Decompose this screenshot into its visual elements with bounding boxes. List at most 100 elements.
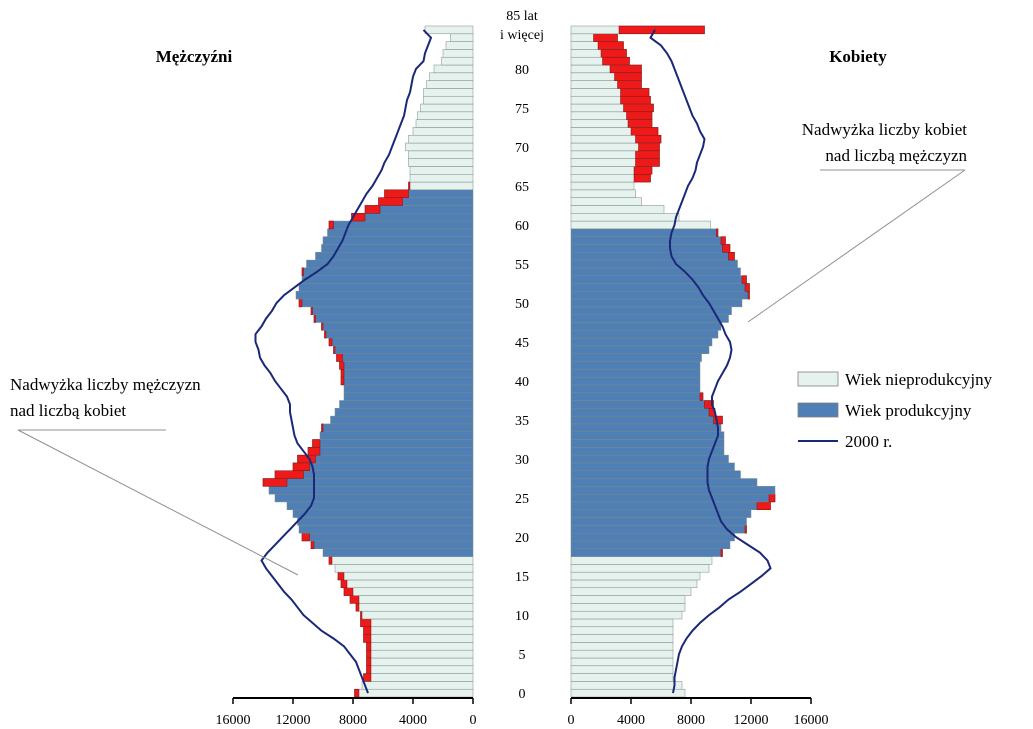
women-bar [570, 540, 731, 550]
age-tick-label: 40 [515, 375, 529, 390]
women-bar [570, 595, 686, 604]
men-bar [429, 72, 474, 81]
men-bar [361, 681, 474, 690]
women-bar [570, 306, 732, 315]
men-bar [409, 173, 474, 183]
women-bar [570, 267, 741, 276]
women-surplus-bar [626, 111, 653, 120]
women-bar [570, 259, 738, 269]
women-surplus-bar [747, 291, 750, 300]
men-surplus-bar [360, 610, 363, 620]
men-bar [297, 454, 474, 464]
women-surplus-bar [635, 134, 662, 144]
women-surplus-bar [602, 56, 630, 66]
men-bar [310, 306, 474, 315]
women-bar [570, 330, 719, 339]
women-panel-title: Kobiety [829, 47, 887, 66]
men-bar [351, 213, 474, 222]
women-bar [570, 314, 729, 323]
women-bar [570, 252, 735, 261]
women-bar [570, 322, 722, 331]
men-bar [298, 525, 474, 534]
men-bar [423, 95, 474, 105]
women-bar [570, 228, 719, 237]
women-2000-line [649, 29, 772, 694]
men-2000-line [254, 29, 433, 694]
women-bar [570, 275, 747, 284]
men-surplus-bar [324, 330, 327, 339]
age-tick-label: 20 [515, 531, 529, 546]
men-bar [408, 134, 474, 144]
women-bar [570, 439, 725, 448]
age-tick-label: 15 [515, 570, 529, 585]
women-bar [570, 236, 726, 245]
men-surplus-bar [366, 642, 372, 651]
women-bar [570, 400, 714, 409]
men-surplus-bar [321, 423, 324, 432]
men-bar [322, 548, 474, 557]
x-ticks: 16000 12000 8000 4000 0 0 4000 8000 12000 16000 [216, 698, 829, 728]
men-surplus-bar [274, 470, 304, 479]
women-bar [570, 509, 752, 518]
men-bar [366, 649, 474, 659]
women-bar [570, 454, 729, 464]
women-bar [570, 571, 701, 581]
men-surplus-bar [363, 634, 372, 643]
women-surplus-bar [600, 49, 627, 58]
men-bar [297, 517, 474, 526]
women-bar [570, 634, 674, 643]
men-surplus-bar [312, 439, 321, 448]
women-bar [570, 353, 702, 362]
men-bar [420, 103, 474, 113]
men-surplus-bar [378, 197, 403, 206]
women-surplus-bar [744, 283, 750, 292]
women-bar [570, 688, 686, 698]
men-x-tick-label: 0 [470, 713, 477, 728]
women-surplus-bar [756, 501, 771, 510]
women-bar [570, 345, 710, 354]
women-bar [570, 618, 674, 628]
men-bar [334, 564, 474, 573]
men-bar [360, 618, 474, 628]
women-bar [570, 564, 710, 573]
women-surplus-bar [620, 88, 650, 97]
age-tick-label: 10 [515, 609, 529, 624]
men-bar [424, 25, 474, 35]
men-bar [337, 571, 474, 581]
men-surplus-bar [340, 369, 345, 378]
legend-swatch-productive [797, 402, 839, 418]
men-bar [306, 259, 474, 269]
men-bar [333, 345, 474, 354]
men-bar [339, 400, 474, 409]
women-bar [570, 408, 716, 417]
men-surplus-bar [301, 267, 304, 276]
women-bar [570, 525, 747, 534]
men-bar [315, 252, 474, 261]
women-surplus-bar [704, 400, 714, 409]
women-bar [570, 283, 750, 292]
women-bar [570, 181, 635, 191]
women-surplus-bar [638, 142, 660, 152]
women-surplus-bar [635, 158, 660, 167]
men-surplus-bar [351, 213, 366, 222]
women-surplus-bar [722, 244, 731, 253]
women-bar [570, 447, 725, 456]
men-bar [363, 673, 474, 682]
women-bar [570, 649, 674, 659]
men-bar [319, 431, 474, 440]
men-bar [268, 486, 474, 495]
women-bar [570, 376, 701, 386]
men-surplus-bar [307, 447, 321, 456]
men-bar [364, 205, 474, 214]
women-bar [570, 532, 735, 542]
men-bars [262, 25, 474, 698]
men-bar [408, 158, 474, 167]
women-bar [570, 493, 776, 503]
men-bar [336, 353, 474, 362]
men-bar [354, 688, 474, 698]
men-surplus-bar [340, 376, 345, 386]
women-surplus-bar [593, 33, 618, 42]
men-surplus-bar [340, 579, 348, 589]
men-bar [445, 41, 474, 50]
men-bar [442, 49, 474, 58]
